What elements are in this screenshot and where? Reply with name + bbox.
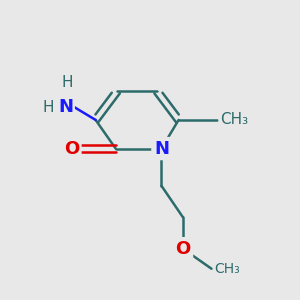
- Text: H: H: [61, 75, 73, 90]
- Text: O: O: [64, 140, 79, 158]
- Text: O: O: [175, 240, 190, 258]
- Text: CH₃: CH₃: [214, 262, 240, 276]
- Text: N: N: [154, 140, 169, 158]
- Text: H: H: [43, 100, 54, 115]
- Text: CH₃: CH₃: [220, 112, 248, 128]
- Text: N: N: [58, 98, 73, 116]
